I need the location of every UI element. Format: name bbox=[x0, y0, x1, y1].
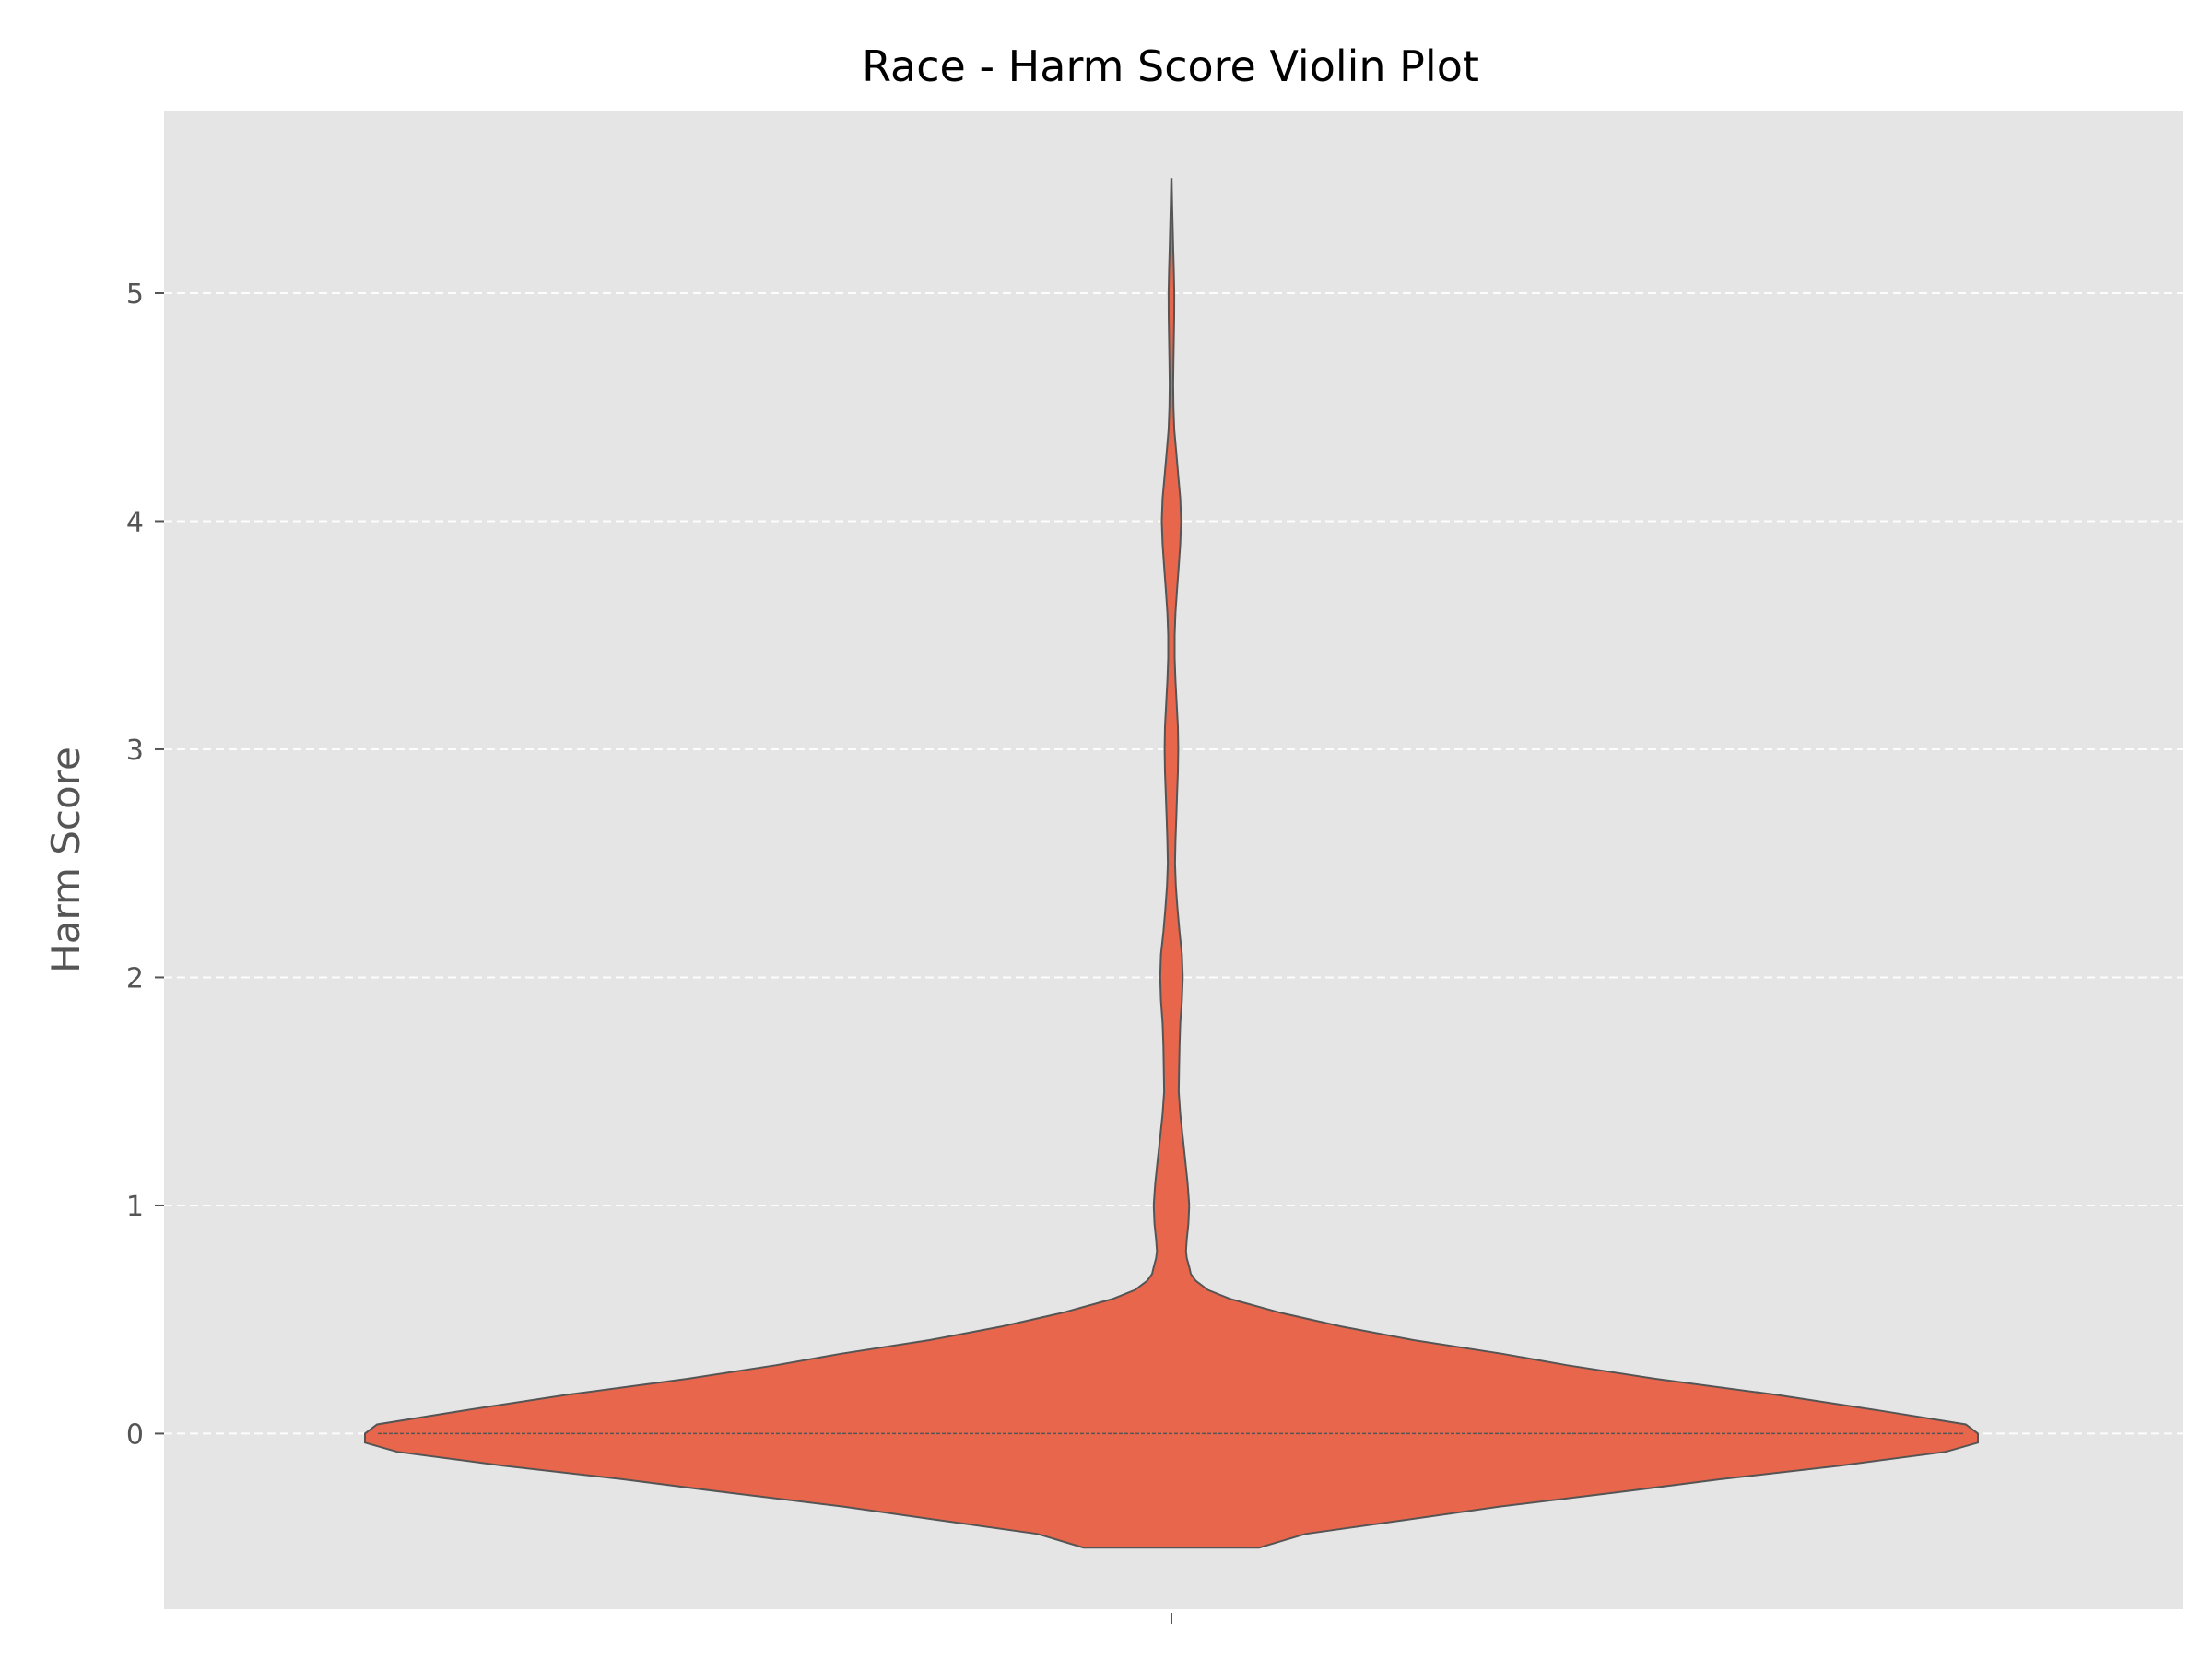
y-tick-label: 5 bbox=[126, 278, 144, 311]
y-tick-label: 2 bbox=[126, 962, 144, 994]
y-axis: 0 1 2 3 4 5 bbox=[126, 278, 164, 1451]
y-tick-label: 0 bbox=[126, 1418, 144, 1451]
y-tick-label: 4 bbox=[126, 506, 144, 538]
chart-title: Race - Harm Score Violin Plot bbox=[862, 41, 1479, 91]
y-tick-label: 1 bbox=[126, 1191, 144, 1223]
violin-body bbox=[364, 178, 1979, 1549]
y-tick-label: 3 bbox=[126, 735, 144, 767]
y-axis-label: Harm Score bbox=[43, 747, 88, 973]
